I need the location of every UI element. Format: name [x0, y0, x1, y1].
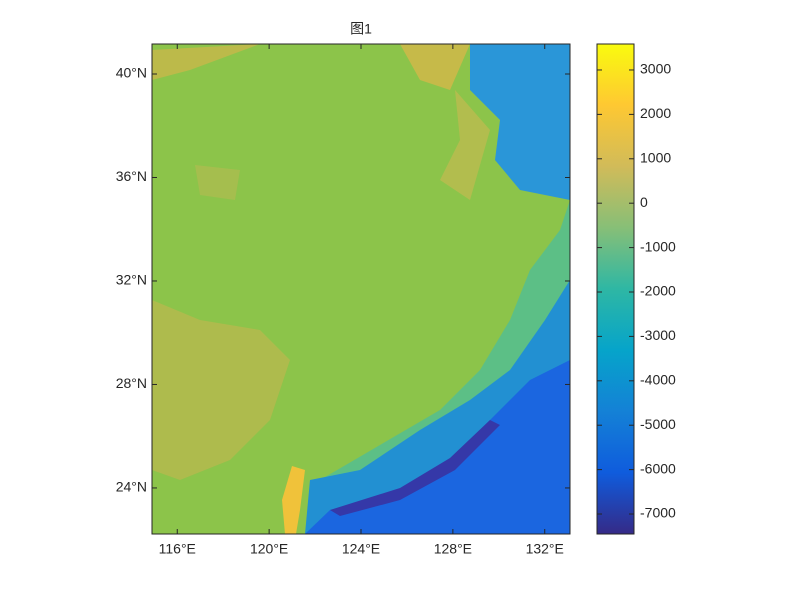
- terrain: [152, 44, 570, 534]
- x-tick-label: 132°E: [526, 541, 564, 557]
- colorbar-tick-label: -1000: [640, 238, 676, 254]
- colorbar-tick-label: -7000: [640, 505, 676, 521]
- y-tick-label: 32°N: [116, 272, 147, 288]
- x-tick-label: 120°E: [250, 541, 288, 557]
- x-tick-label: 124°E: [342, 541, 380, 557]
- colorbar-tick-label: -6000: [640, 460, 676, 476]
- colorbar-tick-label: 3000: [640, 61, 671, 77]
- y-tick-label: 40°N: [116, 65, 147, 81]
- colorbar-tick-label: 1000: [640, 149, 671, 165]
- colorbar-tick-label: 0: [640, 194, 648, 210]
- y-tick-label: 36°N: [116, 168, 147, 184]
- chart-title: 图1: [350, 21, 372, 37]
- x-tick-label: 116°E: [159, 541, 196, 557]
- colorbar-tick-label: 2000: [640, 105, 671, 121]
- y-tick-label: 28°N: [116, 375, 147, 391]
- x-tick-label: 128°E: [434, 541, 472, 557]
- colorbar-tick-label: -2000: [640, 283, 676, 299]
- colorbar-tick-label: -3000: [640, 327, 676, 343]
- colorbar: [596, 43, 635, 535]
- colorbar-tick-label: -4000: [640, 372, 676, 388]
- colorbar-tick-label: -5000: [640, 416, 676, 432]
- y-tick-label: 24°N: [116, 479, 147, 495]
